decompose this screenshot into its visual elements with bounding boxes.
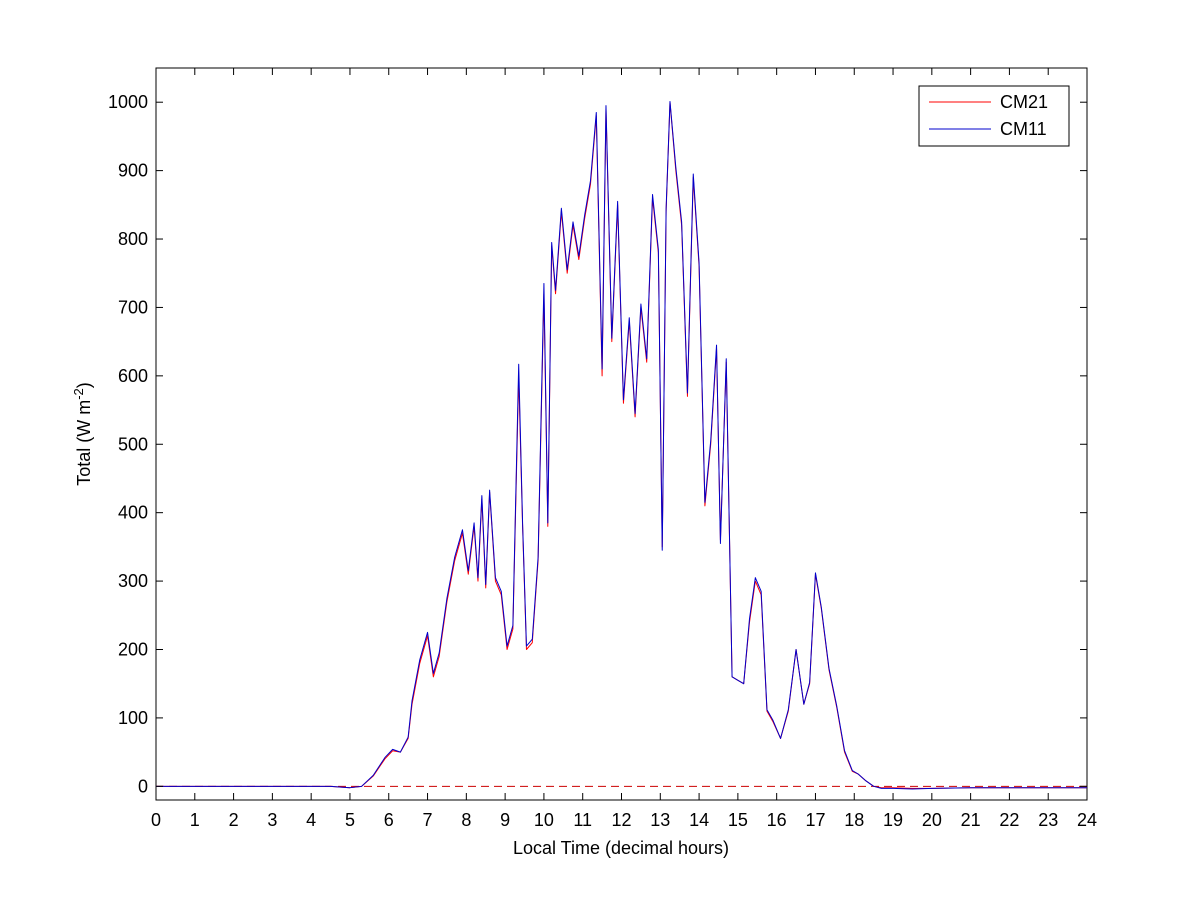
y-tick-label: 900 xyxy=(118,161,148,181)
y-tick-label: 100 xyxy=(118,708,148,728)
x-tick-label: 4 xyxy=(306,810,316,830)
y-axis-label-superscript: -2 xyxy=(71,388,86,400)
x-tick-label: 22 xyxy=(999,810,1019,830)
y-tick-label: 300 xyxy=(118,571,148,591)
x-tick-label: 20 xyxy=(922,810,942,830)
y-tick-labels: 0 100 200 300 400 500 600 700 800 900 1000 xyxy=(108,92,148,796)
x-tick-label: 21 xyxy=(961,810,981,830)
x-tick-label: 16 xyxy=(767,810,787,830)
x-tick-label: 0 xyxy=(151,810,161,830)
series-line-cm11 xyxy=(156,101,1087,790)
x-tick-label: 24 xyxy=(1077,810,1097,830)
y-tick-label: 600 xyxy=(118,366,148,386)
x-tick-label: 14 xyxy=(689,810,709,830)
y-tick-label: 1000 xyxy=(108,92,148,112)
x-tick-label: 18 xyxy=(844,810,864,830)
x-tick-label: 10 xyxy=(534,810,554,830)
y-axis-label-suffix: ) xyxy=(74,382,94,388)
y-tick-label: 800 xyxy=(118,229,148,249)
tick-layer xyxy=(155,68,1088,800)
x-axis-label: Local Time (decimal hours) xyxy=(513,838,729,858)
x-tick-label: 3 xyxy=(267,810,277,830)
x-tick-label: 8 xyxy=(461,810,471,830)
legend-label-cm21: CM21 xyxy=(1000,92,1048,112)
plot-area xyxy=(155,67,1088,801)
x-tick-label: 23 xyxy=(1038,810,1058,830)
legend-box xyxy=(918,85,1070,147)
x-tick-label: 7 xyxy=(423,810,433,830)
x-tick-label: 2 xyxy=(229,810,239,830)
legend-label-cm11: CM11 xyxy=(1000,119,1047,139)
x-tick-label: 13 xyxy=(650,810,670,830)
x-tick-labels: 0 1 2 3 4 5 6 7 8 9 10 11 12 13 14 15 16 17 18 19 20 21 22 23 24 xyxy=(151,810,1097,830)
y-tick-label: 500 xyxy=(118,434,148,454)
x-tick-label: 6 xyxy=(384,810,394,830)
y-axis-label: Total (W m-2) xyxy=(71,382,94,486)
y-tick-label: 400 xyxy=(118,503,148,523)
y-tick-label: 0 xyxy=(138,776,148,796)
x-tick-label: 19 xyxy=(883,810,903,830)
y-tick-label: 200 xyxy=(118,639,148,659)
x-tick-label: 1 xyxy=(190,810,200,830)
x-tick-label: 15 xyxy=(728,810,748,830)
x-tick-label: 12 xyxy=(611,810,631,830)
legend: CM21 CM11 xyxy=(918,85,1070,147)
x-tick-label: 11 xyxy=(573,810,592,830)
x-tick-label: 5 xyxy=(345,810,355,830)
y-tick-label: 700 xyxy=(118,297,148,317)
series-layer xyxy=(156,101,1087,790)
x-tick-label: 17 xyxy=(805,810,825,830)
x-tick-label: 9 xyxy=(500,810,510,830)
